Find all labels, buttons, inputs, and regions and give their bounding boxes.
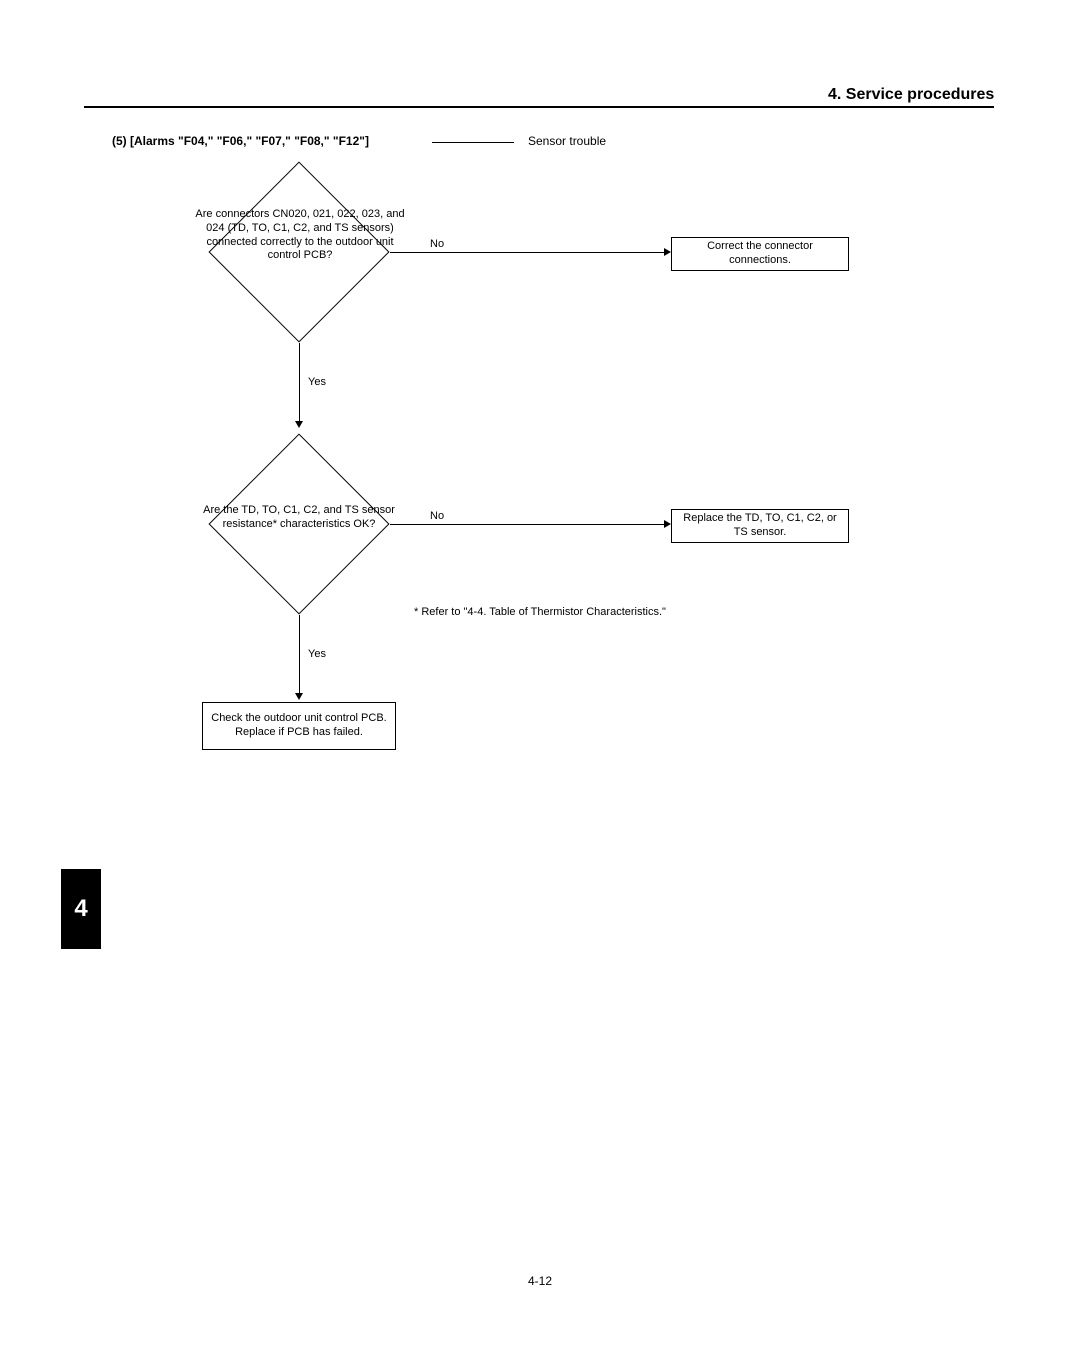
action-replace-sensor: Replace the TD, TO, C1, C2, or TS sensor… <box>671 509 849 543</box>
edge-d1-yes-label: Yes <box>308 376 326 388</box>
alarm-subheading: Sensor trouble <box>528 134 606 148</box>
edge-d1-yes-arrow <box>295 421 303 428</box>
alarm-heading-connector-line <box>432 142 514 143</box>
edge-d1-yes-line <box>299 343 300 422</box>
page-number: 4-12 <box>0 1274 1080 1288</box>
edge-d2-yes-arrow <box>295 693 303 700</box>
edge-d1-no-arrow <box>664 248 671 256</box>
edge-d2-yes-line <box>299 615 300 694</box>
edge-d1-no-line <box>390 252 665 253</box>
section-title: 4. Service procedures <box>828 86 994 104</box>
page: 4. Service procedures (5) [Alarms "F04,"… <box>0 0 1080 1363</box>
alarm-heading: (5) [Alarms "F04," "F06," "F07," "F08," … <box>112 134 369 148</box>
edge-d2-no-label: No <box>430 510 444 522</box>
decision-connectors-text: Are connectors CN020, 021, 022, 023, and… <box>195 208 405 263</box>
action-correct-connector: Correct the connector connections. <box>671 237 849 271</box>
edge-d2-no-arrow <box>664 520 671 528</box>
edge-d2-no-line <box>390 524 665 525</box>
decision-sensor-resistance-text: Are the TD, TO, C1, C2, and TS sensor re… <box>199 504 399 532</box>
footnote-thermistor: * Refer to "4-4. Table of Thermistor Cha… <box>414 606 666 618</box>
section-underline <box>84 106 994 108</box>
edge-d1-no-label: No <box>430 238 444 250</box>
action-check-pcb: Check the outdoor unit control PCB. Repl… <box>202 702 396 750</box>
chapter-tab: 4 <box>61 869 101 949</box>
edge-d2-yes-label: Yes <box>308 648 326 660</box>
